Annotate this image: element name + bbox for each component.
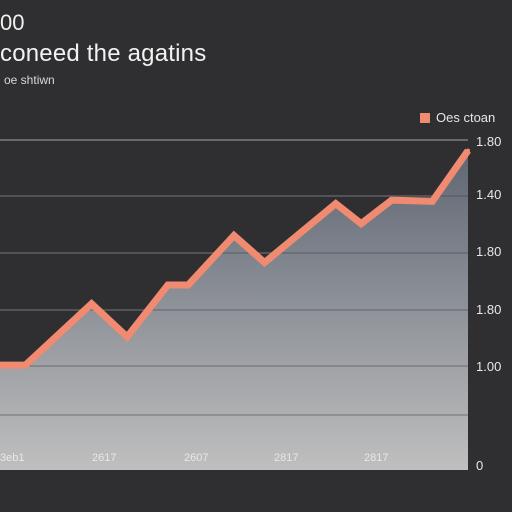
data-point	[430, 199, 435, 204]
data-point	[89, 301, 94, 306]
data-point	[125, 334, 130, 339]
data-point	[0, 363, 2, 368]
data-point	[186, 282, 191, 287]
y-tick-label: 1.80	[476, 244, 501, 259]
data-point	[232, 233, 236, 238]
y-tick-label: 1.80	[476, 134, 501, 149]
x-tick-label: 2817	[364, 452, 388, 464]
data-point	[466, 148, 470, 153]
y-tick-label: 1.80	[476, 302, 501, 317]
x-tick-label: 2617	[92, 452, 116, 464]
x-tick-label: 2817	[274, 452, 298, 464]
legend-label: Oes ctoan	[436, 110, 496, 125]
data-point	[389, 198, 394, 203]
legend-swatch	[420, 112, 430, 123]
chart-subtitle: oe shtiwn	[4, 73, 55, 87]
x-tick-label: 2607	[184, 452, 208, 464]
data-point	[333, 201, 338, 206]
y-tick-label: 0	[476, 458, 483, 473]
data-point	[262, 260, 267, 265]
legend: Oes ctoan	[420, 110, 495, 125]
y-tick-label: 1.40	[476, 187, 501, 202]
x-tick-label: 3eb1	[0, 452, 24, 464]
data-point	[359, 221, 364, 226]
chart-title: coneed the agatins	[0, 40, 207, 67]
top-number-label: 00	[0, 10, 25, 35]
data-point	[23, 363, 28, 368]
data-point	[165, 282, 170, 287]
y-tick-label: 1.00	[476, 359, 501, 374]
